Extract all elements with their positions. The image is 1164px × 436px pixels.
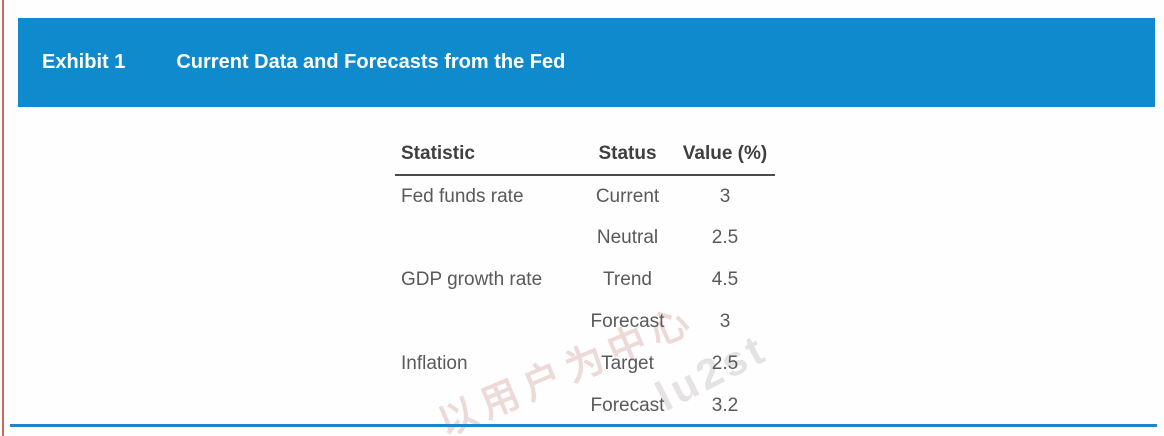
cell-value: 4.5 <box>711 269 739 290</box>
cell-statistic: GDP growth rate <box>401 269 543 290</box>
cell-statistic <box>395 385 580 427</box>
table-row: Fed funds rate Current 3 <box>395 175 775 217</box>
cell-status: Forecast <box>590 395 665 416</box>
cell-statistic <box>395 217 580 259</box>
cell-statistic <box>395 301 580 343</box>
cell-value: 3.2 <box>711 395 739 416</box>
cell-status: Trend <box>603 269 652 290</box>
column-header-statistic: Statistic <box>395 133 580 176</box>
left-accent-line <box>2 0 4 436</box>
cell-value: 3 <box>719 185 731 207</box>
exhibit-title: Current Data and Forecasts from the Fed <box>176 51 566 73</box>
cell-value: 2.5 <box>711 227 739 248</box>
table-row: GDP growth rate Trend 4.5 <box>395 259 775 301</box>
table-row: Forecast 3 <box>395 301 775 343</box>
cell-status: Current <box>595 185 660 207</box>
fed-data-table: Statistic Status Value (%) Fed funds rat… <box>395 133 775 427</box>
table-header-row: Statistic Status Value (%) <box>395 133 775 176</box>
cell-value: 2.5 <box>711 353 739 374</box>
table-row: Forecast 3.2 <box>395 385 775 427</box>
exhibit-header-bar: Exhibit 1 Current Data and Forecasts fro… <box>18 18 1155 107</box>
cell-status: Target <box>601 353 654 374</box>
table-row: Inflation Target 2.5 <box>395 343 775 385</box>
cell-statistic: Inflation <box>401 353 468 374</box>
cell-value: 3 <box>719 311 731 332</box>
column-header-status: Status <box>580 133 675 176</box>
table-row: Neutral 2.5 <box>395 217 775 259</box>
cell-status: Forecast <box>590 311 665 332</box>
cell-status: Neutral <box>596 227 659 248</box>
cell-statistic: Fed funds rate <box>401 185 524 207</box>
column-header-value: Value (%) <box>675 133 775 176</box>
exhibit-label: Exhibit 1 <box>42 51 126 73</box>
bottom-divider-line <box>10 424 1157 427</box>
